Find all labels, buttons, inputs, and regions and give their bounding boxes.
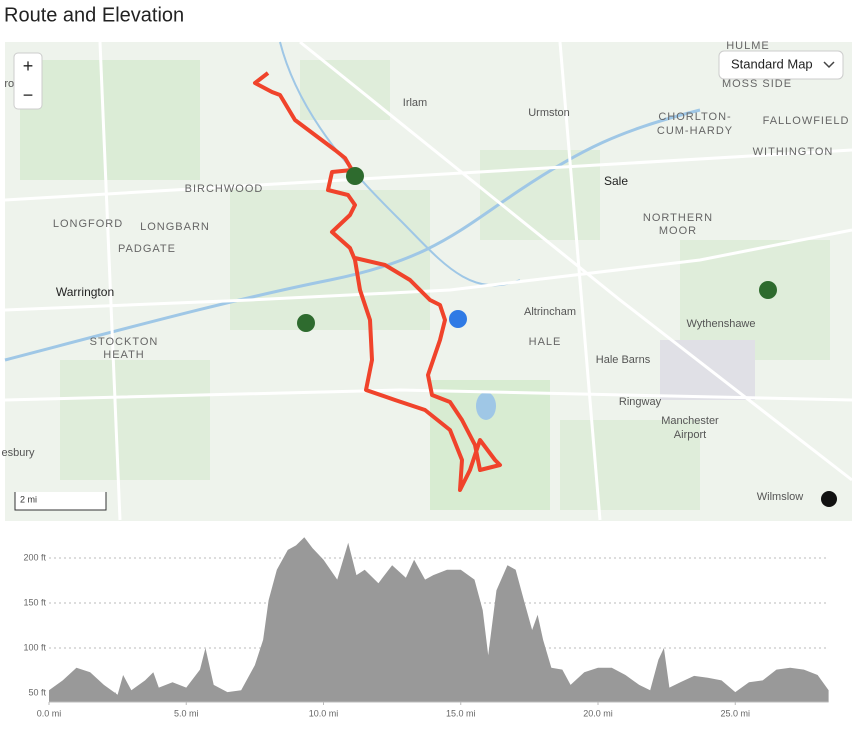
map-label: Airport — [674, 429, 706, 441]
x-tick-label: 10.0 mi — [309, 708, 339, 718]
zoom-out[interactable]: − — [23, 85, 34, 105]
map-label: Irlam — [403, 97, 427, 109]
poi-markers[interactable] — [297, 167, 837, 507]
map-label: HULME — [726, 40, 770, 52]
park-marker[interactable] — [346, 167, 364, 185]
elevation-area — [49, 537, 829, 702]
map-label: WITHINGTON — [753, 146, 834, 158]
map-label: LONGBARN — [140, 221, 210, 233]
roads — [4, 40, 853, 521]
map-label: Altrincham — [524, 306, 576, 318]
map-label: Ringway — [619, 396, 662, 408]
y-tick-label: 150 ft — [23, 597, 46, 607]
map-label: Wilmslow — [757, 491, 803, 503]
x-tick-label: 15.0 mi — [446, 708, 476, 718]
map-label: LONGFORD — [53, 218, 123, 230]
x-tick-label: 0.0 mi — [37, 708, 62, 718]
x-tick-label: 5.0 mi — [174, 708, 199, 718]
rivers — [4, 41, 701, 420]
airport-area — [660, 340, 755, 400]
map-label: BIRCHWOOD — [185, 183, 264, 195]
title: Route and Elevation — [4, 4, 184, 26]
y-tick-label: 50 ft — [28, 687, 46, 697]
map-label: HEATH — [103, 349, 144, 361]
elevation-chart: 50 ft 100 ft 150 ft 200 ft 0.0 mi 5.0 mi 10.0 … — [23, 537, 829, 718]
zoom-in[interactable]: + — [23, 56, 34, 76]
map-label: MOOR — [659, 225, 697, 237]
map-label: FALLOWFIELD — [763, 115, 850, 127]
scale-label: 2 mi — [20, 494, 37, 504]
map-labels: HULME MOSS SIDE Irlam Urmston CHORLTON- CUM-H… — [1, 40, 850, 503]
map-label: Urmston — [528, 107, 570, 119]
map-label: STOCKTON — [90, 336, 159, 348]
map-label: NORTHERN — [643, 212, 713, 224]
y-tick-label: 200 ft — [23, 552, 46, 562]
dropdown-arrow — [823, 61, 835, 69]
map-label: Warrington — [56, 285, 114, 299]
map-label: Wythenshawe — [687, 318, 756, 330]
map-label: CUM-HARDY — [657, 125, 733, 137]
map-label: esbury — [1, 447, 35, 459]
x-tick-label: 25.0 mi — [721, 708, 751, 718]
map-label: MOSS SIDE — [722, 78, 792, 90]
zoom-control — [13, 52, 43, 110]
map-label: PADGATE — [118, 243, 176, 255]
park-marker[interactable] — [759, 281, 777, 299]
map-label: Manchester — [661, 415, 719, 427]
info-button[interactable] — [821, 491, 837, 507]
route — [253, 71, 502, 492]
map-style-box[interactable] — [718, 50, 844, 80]
park-marker[interactable] — [297, 314, 315, 332]
map-label: CHORLTON- — [658, 111, 731, 123]
map-label: Hale Barns — [596, 354, 651, 366]
map-label: Sale — [604, 174, 628, 188]
scale-bar — [14, 492, 107, 511]
map-style-button[interactable]: Standard Map — [731, 56, 813, 71]
photo-marker[interactable] — [449, 310, 467, 328]
map: HULME MOSS SIDE Irlam Urmston CHORLTON- CUM-H… — [1, 40, 853, 521]
x-tick-label: 20.0 mi — [583, 708, 613, 718]
map-label: HALE — [529, 336, 562, 348]
y-tick-label: 100 ft — [23, 642, 46, 652]
